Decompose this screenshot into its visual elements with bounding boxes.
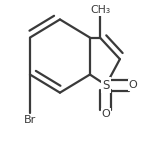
Text: O: O bbox=[128, 80, 137, 90]
Text: CH₃: CH₃ bbox=[90, 5, 110, 15]
Text: Br: Br bbox=[24, 115, 36, 125]
Text: S: S bbox=[102, 79, 110, 92]
Text: O: O bbox=[102, 109, 110, 119]
